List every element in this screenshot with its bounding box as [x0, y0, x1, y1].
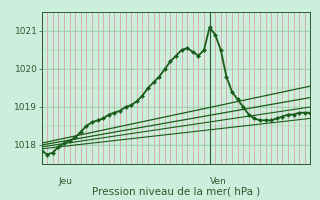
Text: Jeu: Jeu: [58, 177, 72, 186]
Text: Ven: Ven: [210, 177, 226, 186]
Text: Pression niveau de la mer( hPa ): Pression niveau de la mer( hPa ): [92, 186, 260, 196]
